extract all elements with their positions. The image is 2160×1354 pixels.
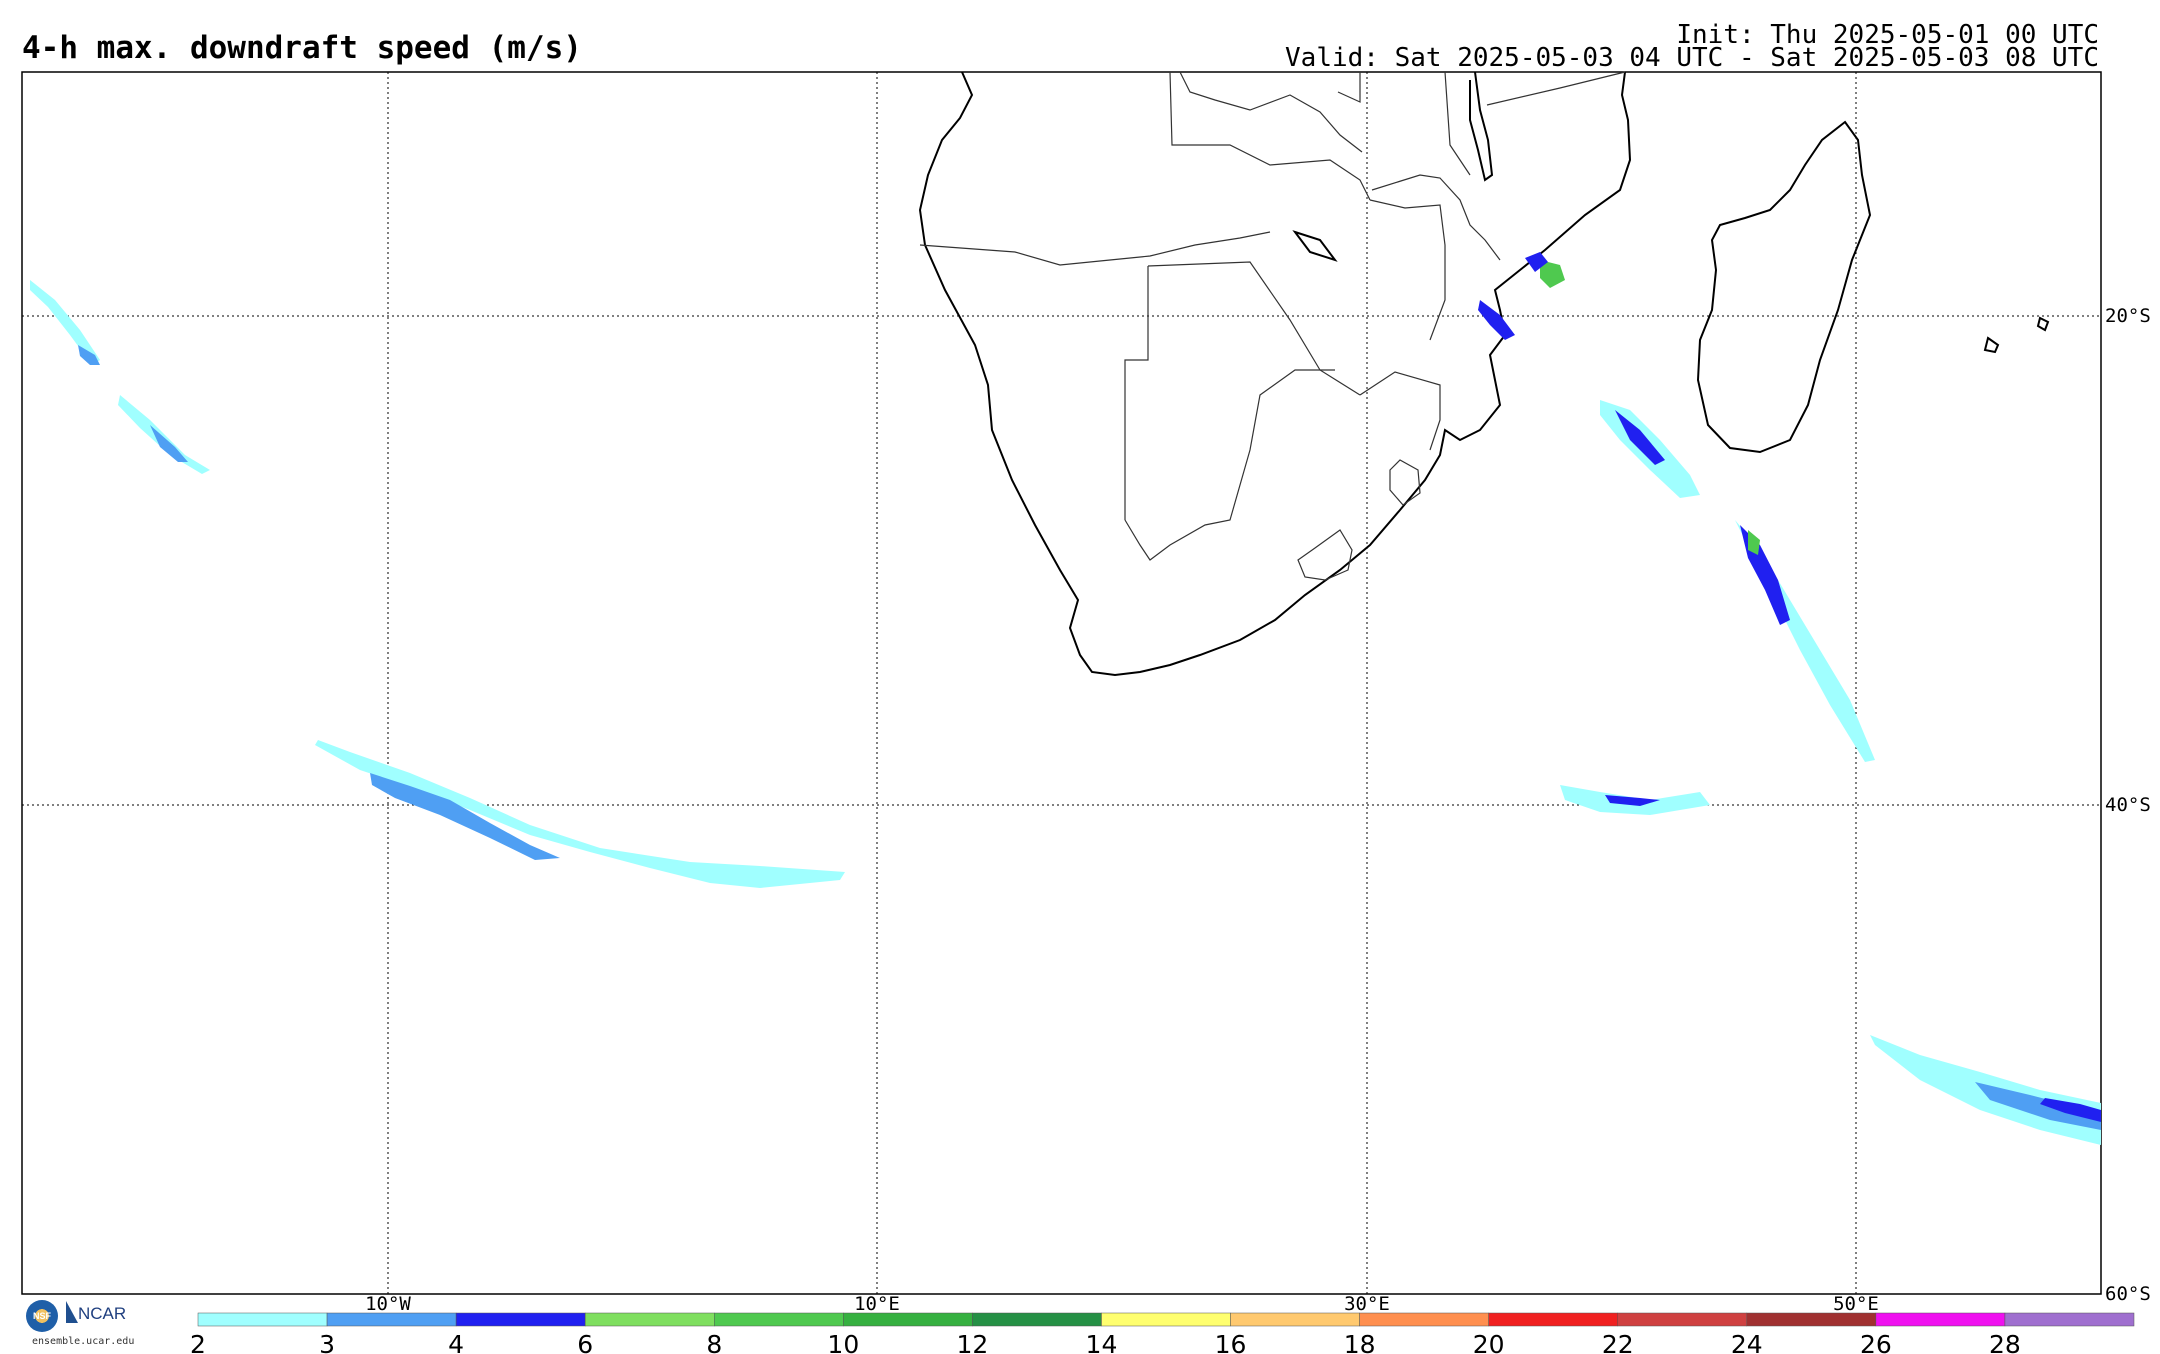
- field-south-ocean-scatter-core: [1605, 795, 1660, 806]
- field-mozambique-channel-core: [1615, 410, 1665, 465]
- field-west-streak-2: [118, 395, 210, 474]
- africa-coast: [918, 71, 1632, 677]
- country-borders: [919, 71, 1626, 581]
- ncar-mark-icon: [66, 1301, 78, 1323]
- colorbar-tick-label: 26: [1860, 1330, 1892, 1354]
- field-southwest-core: [370, 773, 560, 860]
- init-time: Init: Thu 2025-05-01 00 UTC: [1676, 20, 2099, 50]
- colorbar-tick-label: 10: [827, 1330, 859, 1354]
- field-beira-coast: [1478, 300, 1515, 340]
- lat-label-60s: 60°S: [2105, 1283, 2151, 1305]
- field-southeast-core: [1975, 1082, 2101, 1130]
- field-southeast-max: [2040, 1098, 2101, 1122]
- colorbar-swatch: [455, 1312, 586, 1327]
- colorbar-swatch: [1230, 1312, 1360, 1327]
- field-west-streak-1: [30, 280, 100, 365]
- colorbar: 2 3 4 6 8 10 12 14 16 18 20 22 24 26 28: [190, 1312, 2135, 1354]
- field-west-streak-2-core: [150, 425, 188, 462]
- reunion-coast: [2036, 316, 2050, 332]
- lake-malawi: [1469, 71, 1494, 182]
- map-title: 4-h max. downdraft speed (m/s): [22, 30, 582, 66]
- graticule: [22, 72, 2101, 1294]
- colorbar-swatch: [1746, 1312, 1877, 1327]
- colorbar-swatch: [584, 1312, 715, 1327]
- downdraft-field: [30, 252, 2101, 1145]
- valid-time: Valid: Sat 2025-05-03 04 UTC - Sat 2025-…: [1285, 43, 2099, 73]
- field-madagascar-core: [1740, 525, 1790, 625]
- lat-label-20s: 20°S: [2105, 305, 2151, 327]
- colorbar-tick-label: 14: [1086, 1330, 1118, 1354]
- colorbar-swatch: [1617, 1312, 1748, 1327]
- field-mozambique-north: [1540, 260, 1565, 288]
- lon-label-10w: 10°W: [365, 1293, 411, 1315]
- field-madagascar-peak: [1748, 530, 1760, 555]
- colorbar-tick-label: 22: [1602, 1330, 1634, 1354]
- nsf-logo: NSF: [26, 1300, 58, 1332]
- colorbar-tick-label: 16: [1215, 1330, 1247, 1354]
- colorbar-swatch: [972, 1312, 1102, 1327]
- colorbar-swatch: [1101, 1312, 1231, 1327]
- lake-kariba: [1292, 230, 1338, 262]
- colorbar-swatch: [326, 1312, 457, 1327]
- logos: NSF NCAR ensemble.ucar.edu: [22, 1298, 162, 1348]
- colorbar-tick-label: 20: [1473, 1330, 1505, 1354]
- lon-label-50e: 50°E: [1833, 1293, 1879, 1315]
- field-southwest-band: [315, 740, 845, 888]
- colorbar-swatch: [1359, 1312, 1489, 1327]
- colorbar-swatch: [2004, 1312, 2135, 1327]
- colorbar-tick-label: 6: [577, 1330, 593, 1354]
- colorbar-tick-label: 2: [190, 1330, 206, 1354]
- lon-label-10e: 10°E: [854, 1293, 900, 1315]
- lon-label-30e: 30°E: [1344, 1293, 1390, 1315]
- mauritius-coast: [1983, 336, 2000, 354]
- field-mozambique-north-halo: [1525, 252, 1548, 272]
- colorbar-tick-label: 3: [319, 1330, 335, 1354]
- colorbar-tick-label: 12: [956, 1330, 988, 1354]
- lat-label-40s: 40°S: [2105, 794, 2151, 816]
- coastline: [918, 71, 2050, 677]
- madagascar-coast: [1696, 120, 1872, 454]
- colorbar-tick-label: 8: [706, 1330, 722, 1354]
- site-url: ensemble.ucar.edu: [32, 1336, 135, 1347]
- ncar-logo: NCAR: [78, 1304, 127, 1323]
- colorbar-swatch: [843, 1312, 973, 1327]
- map-frame: [21, 71, 2102, 1295]
- colorbar-swatch: [1488, 1312, 1618, 1327]
- colorbar-swatch: [1875, 1312, 2006, 1327]
- colorbar-tick-label: 18: [1344, 1330, 1376, 1354]
- colorbar-tick-label: 28: [1989, 1330, 2021, 1354]
- colorbar-tick-label: 24: [1731, 1330, 1763, 1354]
- colorbar-swatch: [714, 1312, 844, 1327]
- colorbar-tick-label: 4: [448, 1330, 464, 1354]
- colorbar-swatch: [197, 1312, 328, 1327]
- field-west-streak-1-core: [78, 345, 100, 365]
